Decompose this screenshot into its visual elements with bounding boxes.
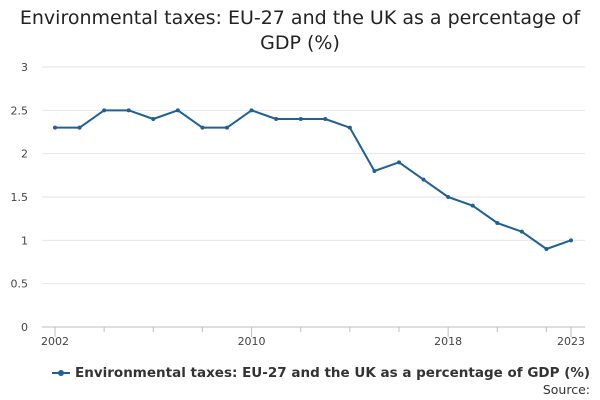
legend-line-marker-icon [52,367,70,379]
chart-title-line-2: GDP (%) [260,32,340,54]
data-point [372,169,377,173]
data-point [569,238,573,243]
data-point [298,117,303,121]
chart-title: Environmental taxes: EU-27 and the UK as… [0,6,600,56]
data-point [347,125,352,130]
data-point [225,125,229,130]
legend-label: Environmental taxes: EU-27 and the UK as… [75,365,591,381]
data-point [470,203,475,208]
data-point [421,177,426,182]
source-label: Source: [542,382,590,397]
data-point [274,117,279,121]
x-tick-label: 2023 [557,335,585,348]
data-point [102,108,107,113]
y-tick-label: 2.5 [11,104,29,117]
chart-title-line-1: Environmental taxes: EU-27 and the UK as… [19,7,581,29]
y-tick-label: 2 [21,148,28,161]
legend[interactable]: Environmental taxes: EU-27 and the UK as… [52,365,590,381]
data-point [200,125,205,130]
x-tick-label: 2010 [238,335,266,348]
y-tick-label: 3 [21,61,28,74]
data-point [323,117,328,121]
y-tick-label: 1 [21,234,28,247]
data-point [77,125,82,130]
data-point [53,125,57,130]
data-point [126,108,131,113]
x-tick-label: 2018 [434,335,462,348]
data-point [151,117,156,121]
y-tick-label: 1.5 [11,191,29,204]
y-tick-label: 0 [21,321,28,334]
data-point [495,221,500,225]
data-point [249,108,254,113]
data-point [519,229,524,234]
data-point [446,195,451,199]
x-tick-label: 2002 [41,335,69,348]
y-tick-label: 0.5 [11,278,29,291]
data-point [175,108,180,113]
data-point [544,247,549,251]
series-line [55,109,572,250]
data-point [397,160,401,165]
